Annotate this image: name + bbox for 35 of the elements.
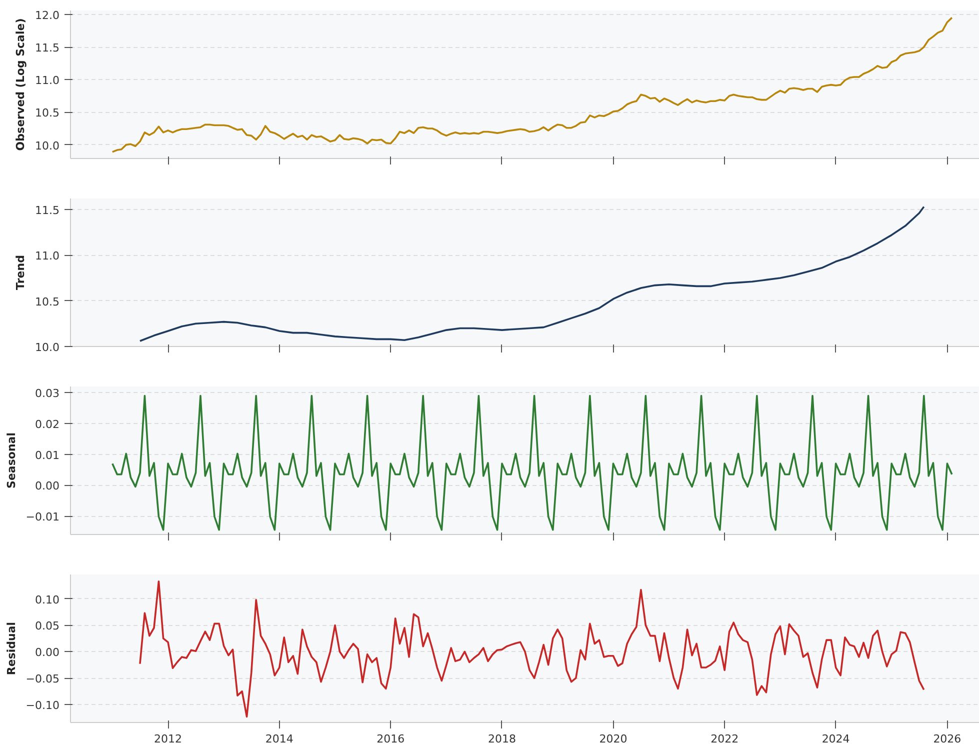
y-tick-label: 11.0: [35, 250, 60, 263]
y-tick-label: 10.5: [35, 295, 60, 308]
y-tick-label: 0.03: [35, 387, 60, 400]
y-tick-label: 10.0: [35, 341, 60, 354]
y-tick-label: −0.01: [26, 510, 60, 524]
y-tick-label: 0.00: [35, 646, 60, 660]
y-tick-label: 12.0: [35, 8, 60, 22]
x-tick-label: 2024: [822, 732, 850, 746]
y-tick-label: 0.05: [35, 620, 60, 633]
line-series: [139, 206, 925, 342]
x-tick-label: 2018: [488, 732, 516, 746]
y-axis-title: Trend: [14, 255, 28, 290]
y-tick-label: 10.0: [35, 139, 60, 152]
y-tick-label: 0.00: [35, 480, 60, 493]
x-tick-label: 2020: [599, 732, 628, 746]
y-tick-label: 11.0: [35, 74, 60, 88]
x-tick-label: 2012: [154, 732, 182, 746]
x-tick-label: 2026: [933, 732, 962, 746]
line-series: [139, 580, 925, 718]
x-tick-label: 2022: [710, 732, 739, 746]
y-axis-title: Observed (Log Scale): [14, 18, 28, 151]
y-axis-title: Seasonal: [4, 432, 18, 488]
y-tick-label: −0.05: [26, 672, 60, 686]
y-tick-label: 10.5: [35, 106, 60, 120]
line-series: [112, 16, 953, 153]
y-tick-label: 0.02: [35, 418, 60, 431]
y-axis-title: Residual: [4, 622, 18, 676]
x-tick-label: 2014: [265, 732, 294, 746]
y-tick-label: 0.01: [35, 448, 60, 462]
y-tick-label: 11.5: [35, 42, 60, 55]
x-tick-label: 2016: [376, 732, 405, 746]
y-tick-label: 11.5: [35, 204, 60, 217]
y-tick-label: 0.10: [35, 593, 60, 606]
y-tick-label: −0.10: [26, 699, 60, 712]
line-series: [112, 394, 953, 531]
